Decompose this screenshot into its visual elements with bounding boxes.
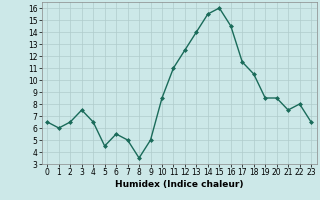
X-axis label: Humidex (Indice chaleur): Humidex (Indice chaleur) <box>115 180 244 189</box>
